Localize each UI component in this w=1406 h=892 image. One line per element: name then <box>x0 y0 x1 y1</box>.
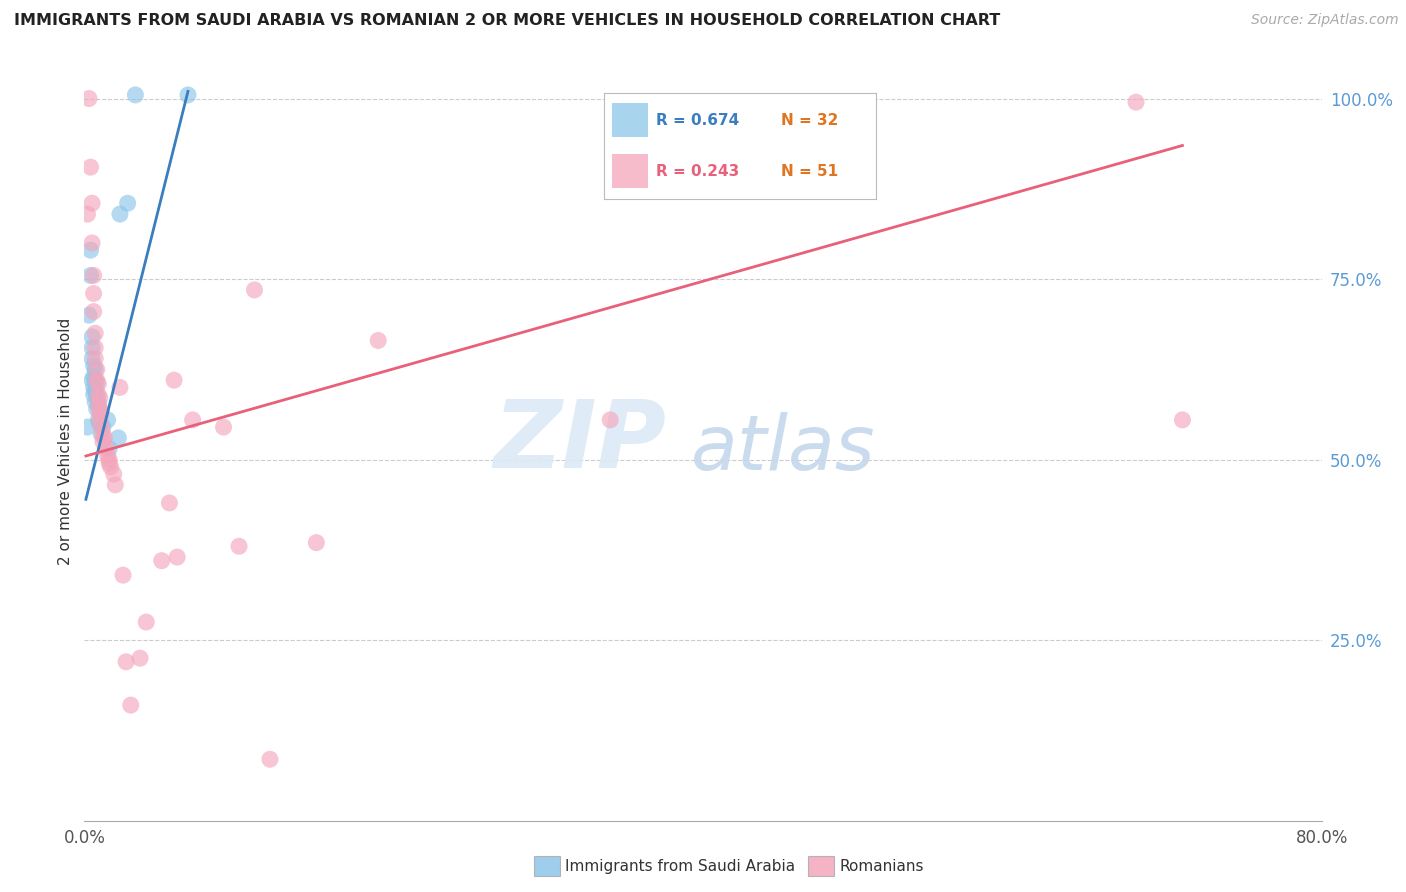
Point <box>82 235 104 250</box>
Point <box>83 286 105 301</box>
Y-axis label: 2 or more Vehicles in Household: 2 or more Vehicles in Household <box>58 318 73 566</box>
Point <box>82 341 104 355</box>
Point <box>129 651 152 665</box>
Point <box>98 456 121 470</box>
Point <box>83 304 105 318</box>
Point <box>87 376 110 391</box>
Point <box>599 413 621 427</box>
Point <box>84 362 107 376</box>
Point <box>181 413 204 427</box>
Point <box>84 394 107 409</box>
Point <box>84 384 107 398</box>
Point <box>87 387 110 401</box>
Point <box>124 87 146 102</box>
Point <box>77 91 100 105</box>
Point <box>98 442 121 456</box>
Point <box>96 413 118 427</box>
Point <box>120 698 142 712</box>
Point <box>90 420 112 434</box>
Point <box>150 554 173 568</box>
Point <box>93 431 115 445</box>
Point <box>89 391 111 405</box>
Point <box>243 283 266 297</box>
Point <box>86 362 108 376</box>
Point <box>87 399 110 413</box>
Point <box>86 373 108 387</box>
Point <box>76 420 98 434</box>
Point <box>90 427 112 442</box>
Text: IMMIGRANTS FROM SAUDI ARABIA VS ROMANIAN 2 OR MORE VEHICLES IN HOUSEHOLD CORRELA: IMMIGRANTS FROM SAUDI ARABIA VS ROMANIAN… <box>14 13 1000 29</box>
Point <box>166 550 188 565</box>
Point <box>82 196 104 211</box>
Point <box>89 417 111 431</box>
Point <box>89 413 111 427</box>
Point <box>1125 95 1147 110</box>
Point <box>87 413 110 427</box>
Point <box>83 268 105 283</box>
Point <box>112 568 135 582</box>
Point <box>83 380 105 394</box>
Point <box>79 268 101 283</box>
Point <box>259 752 281 766</box>
Point <box>91 427 114 442</box>
Point <box>228 539 250 553</box>
Point <box>177 87 200 102</box>
Text: Romanians: Romanians <box>839 859 924 873</box>
Point <box>79 243 101 257</box>
Point <box>86 387 108 401</box>
Point <box>163 373 186 387</box>
Point <box>89 406 111 420</box>
Point <box>367 334 389 348</box>
Point <box>98 452 121 467</box>
Point <box>104 478 127 492</box>
Point <box>100 459 122 474</box>
Text: atlas: atlas <box>690 412 875 486</box>
Point <box>84 326 107 341</box>
Point <box>96 449 118 463</box>
Point <box>108 207 131 221</box>
Point <box>83 369 105 384</box>
Point <box>94 442 117 456</box>
Point <box>103 467 125 481</box>
Point <box>76 207 98 221</box>
Point <box>84 373 107 387</box>
Point <box>108 380 131 394</box>
Point <box>83 387 105 401</box>
Point <box>107 431 129 445</box>
Point <box>84 351 107 366</box>
Text: Immigrants from Saudi Arabia: Immigrants from Saudi Arabia <box>565 859 796 873</box>
Point <box>79 160 101 174</box>
Point <box>1171 413 1194 427</box>
Point <box>117 196 139 211</box>
Text: ZIP: ZIP <box>494 395 666 488</box>
Point <box>84 341 107 355</box>
Point <box>89 402 111 417</box>
Point <box>91 420 114 434</box>
Point <box>159 496 180 510</box>
Point <box>82 373 104 387</box>
Point <box>86 402 108 417</box>
Point <box>86 376 108 391</box>
Point <box>82 330 104 344</box>
Point <box>135 615 157 629</box>
Point <box>83 359 105 373</box>
Point <box>82 351 104 366</box>
Point <box>87 394 110 409</box>
Text: Source: ZipAtlas.com: Source: ZipAtlas.com <box>1251 13 1399 28</box>
Point <box>90 406 112 420</box>
Point <box>305 535 328 549</box>
Point <box>77 308 100 322</box>
Point <box>115 655 138 669</box>
Point <box>91 434 114 449</box>
Point <box>212 420 235 434</box>
